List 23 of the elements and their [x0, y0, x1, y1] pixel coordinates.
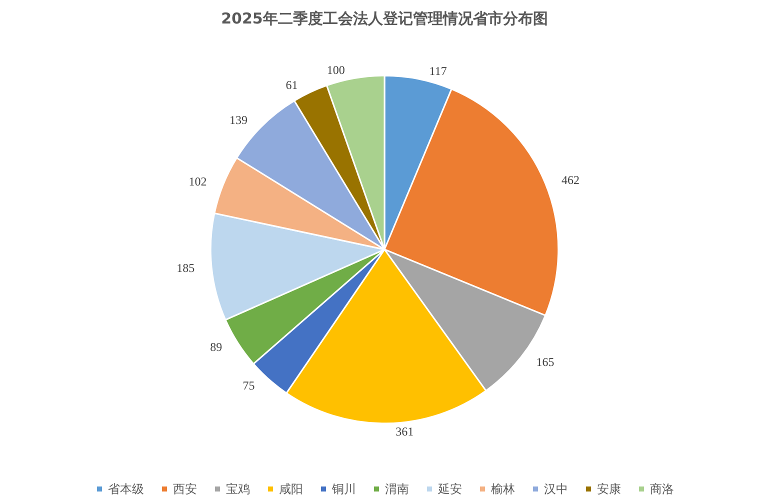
data-label: 61	[286, 78, 298, 92]
legend-label: 西安	[173, 482, 197, 496]
data-label: 462	[562, 172, 580, 187]
legend-label: 渭南	[385, 482, 409, 496]
legend-label: 商洛	[650, 482, 674, 496]
data-label: 100	[326, 63, 345, 78]
legend-label: 延安	[437, 482, 462, 496]
data-label: 165	[536, 355, 554, 370]
data-label: 117	[429, 64, 447, 78]
data-label: 361	[396, 424, 414, 438]
legend-label: 宝鸡	[226, 482, 250, 496]
legend-label: 汉中	[544, 482, 568, 496]
legend-label: 榆林	[491, 482, 515, 496]
data-label: 102	[188, 174, 207, 189]
data-label: 89	[210, 340, 222, 354]
data-label: 139	[230, 113, 248, 128]
chart-title: 2025年二季度工会法人登记管理情况省市分布图	[221, 10, 548, 28]
legend-label: 安康	[597, 482, 621, 496]
legend-label: 省本级	[108, 482, 144, 496]
legend-label: 咸阳	[279, 482, 303, 496]
data-label: 185	[176, 261, 195, 276]
legend-label: 铜川	[331, 482, 356, 496]
data-label: 75	[242, 378, 255, 392]
